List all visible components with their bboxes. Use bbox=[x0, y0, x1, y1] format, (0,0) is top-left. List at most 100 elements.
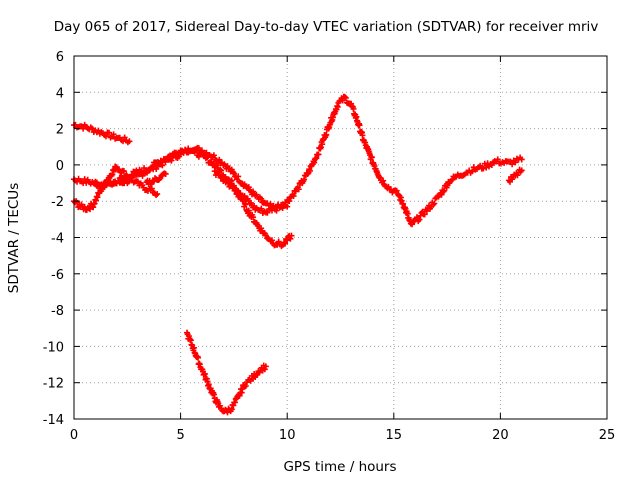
data-point bbox=[483, 164, 490, 171]
y-tick-label: -6 bbox=[51, 268, 64, 283]
y-tick-label: -14 bbox=[43, 413, 64, 428]
data-point bbox=[368, 154, 375, 161]
data-point bbox=[323, 131, 330, 138]
data-point bbox=[213, 162, 220, 169]
x-tick-label: 25 bbox=[599, 428, 616, 443]
y-tick-label: -10 bbox=[43, 340, 64, 355]
data-point bbox=[85, 205, 92, 212]
data-point bbox=[242, 201, 249, 208]
series-arc-8 bbox=[505, 166, 525, 185]
series-arc-5 bbox=[143, 170, 169, 188]
data-point bbox=[240, 197, 247, 204]
data-point bbox=[264, 209, 271, 216]
data-point bbox=[423, 208, 430, 215]
data-point bbox=[282, 240, 289, 247]
y-tick-label: -12 bbox=[43, 377, 64, 392]
data-point bbox=[95, 127, 102, 134]
data-point bbox=[250, 214, 257, 221]
x-tick-label: 15 bbox=[386, 428, 403, 443]
data-point bbox=[258, 195, 265, 202]
data-point bbox=[284, 203, 291, 210]
data-point bbox=[440, 188, 447, 195]
data-point bbox=[101, 183, 108, 190]
data-point bbox=[480, 165, 487, 172]
data-point bbox=[232, 187, 239, 194]
data-point bbox=[290, 193, 297, 200]
data-point bbox=[421, 211, 428, 218]
data-point bbox=[139, 169, 146, 176]
data-point bbox=[393, 187, 400, 194]
data-point bbox=[417, 212, 424, 219]
data-point bbox=[192, 147, 199, 154]
data-point bbox=[339, 97, 346, 104]
series-arc-4 bbox=[92, 93, 525, 228]
data-point bbox=[494, 156, 501, 163]
data-point bbox=[126, 138, 133, 145]
data-point bbox=[210, 152, 217, 159]
data-point bbox=[295, 186, 302, 193]
axis-tick-labels: 0 5 10 15 20 25 -14 -12 -10 -8 -6 -4 -2 0 2 4 6 bbox=[43, 50, 616, 443]
data-point bbox=[258, 205, 265, 212]
data-point bbox=[149, 163, 156, 170]
data-point bbox=[287, 235, 294, 242]
data-point bbox=[518, 167, 525, 174]
y-axis-label: SDTVAR / TECUs bbox=[6, 183, 22, 293]
axis-ticks bbox=[73, 55, 608, 420]
y-tick-label: -8 bbox=[51, 304, 64, 319]
data-point bbox=[262, 363, 269, 370]
data-point bbox=[268, 207, 275, 214]
data-point bbox=[154, 190, 161, 197]
data-point bbox=[509, 161, 516, 168]
data-point bbox=[86, 206, 93, 213]
data-point bbox=[128, 171, 135, 178]
x-tick-label: 5 bbox=[176, 428, 184, 443]
data-point bbox=[431, 200, 438, 207]
series-arc-6 bbox=[211, 168, 295, 250]
data-point bbox=[281, 239, 288, 246]
data-point bbox=[242, 382, 249, 389]
data-point bbox=[230, 170, 237, 177]
data-point bbox=[317, 144, 324, 151]
data-point bbox=[416, 216, 423, 223]
data-point bbox=[261, 366, 268, 373]
data-point bbox=[284, 237, 291, 244]
data-point bbox=[110, 131, 117, 138]
data-point bbox=[245, 184, 252, 191]
data-point bbox=[204, 154, 211, 161]
data-point bbox=[195, 145, 202, 152]
data-point bbox=[148, 185, 155, 192]
data-point bbox=[89, 125, 96, 132]
grid bbox=[74, 56, 607, 419]
y-tick-label: -4 bbox=[51, 232, 64, 247]
data-point bbox=[288, 232, 295, 239]
data-point bbox=[230, 184, 237, 191]
data-point bbox=[315, 151, 322, 158]
plot-frame bbox=[73, 55, 608, 420]
data-point bbox=[106, 129, 113, 136]
data-point bbox=[102, 133, 109, 140]
data-point bbox=[235, 173, 242, 180]
data-point bbox=[469, 168, 476, 175]
x-tick-label: 0 bbox=[70, 428, 78, 443]
data-point bbox=[430, 201, 437, 208]
data-point bbox=[153, 192, 160, 199]
data-point bbox=[518, 156, 525, 163]
data-point bbox=[245, 207, 252, 214]
data-point bbox=[120, 168, 127, 175]
data-point bbox=[286, 198, 293, 205]
y-tick-label: 0 bbox=[56, 159, 64, 174]
series-arc-1 bbox=[71, 121, 133, 146]
data-point bbox=[342, 94, 349, 101]
y-tick-label: 4 bbox=[56, 86, 64, 101]
data-point bbox=[281, 202, 288, 209]
data-point bbox=[268, 237, 275, 244]
data-point bbox=[195, 153, 202, 160]
y-tick-label: -2 bbox=[51, 195, 64, 210]
data-point bbox=[356, 122, 363, 129]
data-point bbox=[341, 93, 348, 100]
data-point bbox=[484, 160, 491, 167]
data-point bbox=[162, 170, 169, 177]
data-point bbox=[409, 221, 416, 228]
chart-title: Day 065 of 2017, Sidereal Day-to-day VTE… bbox=[54, 19, 599, 35]
